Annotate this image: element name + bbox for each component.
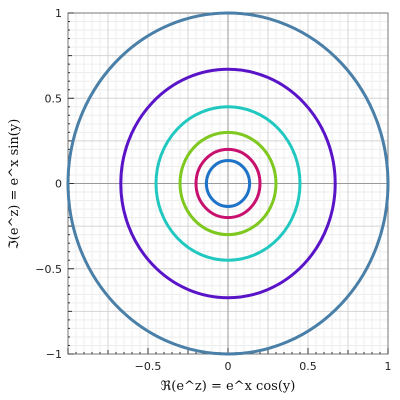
curve-5	[194, 147, 262, 220]
x-axis-label: ℜ(e^z) = e^x cos(y)	[161, 379, 296, 394]
y-tick-label: 1	[55, 7, 62, 20]
curve-2	[119, 67, 337, 300]
x-tick-label: 0	[225, 360, 232, 373]
x-tick-label: −0.5	[135, 360, 162, 373]
y-tick-label: −0.5	[35, 263, 62, 276]
tick-labels: −0.5 0 0.5 1 −1 −0.5 0 0.5 1	[35, 7, 391, 373]
y-tick-label: −1	[46, 348, 62, 361]
curve-1	[66, 11, 390, 356]
y-tick-label: 0	[55, 178, 62, 191]
x-tick-label: 0.5	[299, 360, 317, 373]
y-tick-label: 0.5	[45, 92, 63, 105]
curves	[66, 11, 390, 356]
y-axis-label: ℑ(e^z) = e^x sin(y)	[7, 119, 22, 250]
x-tick-label: 1	[385, 360, 392, 373]
curve-3	[154, 105, 302, 262]
curve-6	[204, 158, 252, 209]
curve-4	[178, 130, 278, 237]
